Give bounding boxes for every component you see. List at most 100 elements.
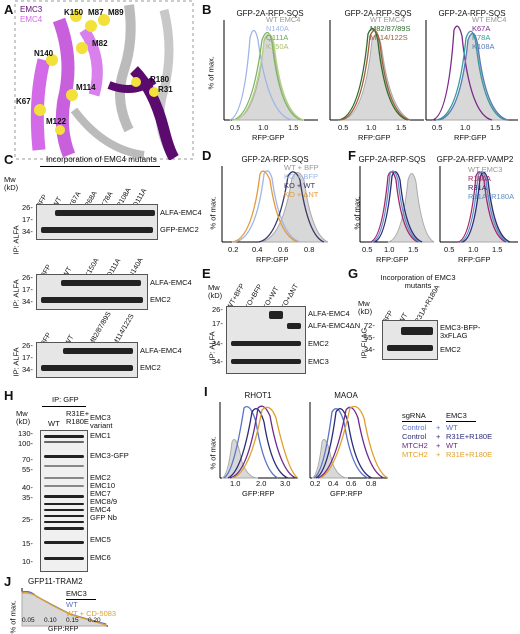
legend-entry: WT + CD-5083 xyxy=(66,609,117,618)
legend-entry: + xyxy=(436,423,441,432)
legend-entry: R31E+R180E xyxy=(446,450,493,459)
panel-label-j: J xyxy=(4,574,12,589)
western-blot xyxy=(36,204,158,240)
residue-label: K150 xyxy=(64,8,84,17)
band-label: ALFA-EMC4 xyxy=(160,208,202,217)
legend-entry: M82/87/89S xyxy=(370,24,411,33)
histogram-f xyxy=(359,166,518,243)
residue-label: M82 xyxy=(92,39,108,48)
residue-label: M122 xyxy=(46,117,67,126)
tick: 2.0 xyxy=(256,479,267,488)
ip-label: IP: ALFA xyxy=(207,331,217,361)
band-label: EMC1 xyxy=(90,431,111,440)
histogram-b xyxy=(223,20,518,121)
mw-marker: 35- xyxy=(22,493,33,502)
legend-entry: WT EMC3 xyxy=(468,165,503,174)
legend-entry: KO + BFP xyxy=(284,172,318,181)
legend-entry: K108A xyxy=(472,42,495,51)
tick: 3.0 xyxy=(280,479,291,488)
band-label: EMC2 xyxy=(440,345,461,354)
legend-emc3: EMC3 xyxy=(20,5,43,14)
mw-marker: 10- xyxy=(22,557,33,566)
panel-label-d: D xyxy=(202,148,212,163)
band-label: EMC6 xyxy=(90,553,111,562)
xlabel: RFP:GFP xyxy=(252,133,285,142)
tick: 0.5 xyxy=(338,123,349,132)
legend-entry: KO + ΔNT xyxy=(284,190,319,199)
tick: 0.2 xyxy=(310,479,321,488)
tick: 1.0 xyxy=(366,123,377,132)
emc-structure-figure xyxy=(14,0,194,160)
legend-entry: Control xyxy=(402,423,427,432)
mw-marker: 26- xyxy=(22,273,33,282)
legend-emc4: EMC4 xyxy=(20,15,43,24)
legend-entry: KO + WT xyxy=(284,181,316,190)
gel-image xyxy=(40,430,88,572)
lane-label: R31A+R180A xyxy=(413,284,442,325)
tick: 0.4 xyxy=(252,245,263,254)
western-blot xyxy=(226,306,306,374)
tick: 0.6 xyxy=(346,479,357,488)
ylabel: % of max. xyxy=(8,600,18,634)
western-blot xyxy=(382,320,438,360)
mw-marker: 72- xyxy=(364,321,375,330)
mw-marker: 26- xyxy=(22,203,33,212)
plot-title: GFP11-TRAM2 xyxy=(28,577,83,586)
tick: 1.0 xyxy=(230,479,241,488)
western-blot xyxy=(36,342,138,378)
legend-entry: + xyxy=(436,441,441,450)
legend-entry: M114/122S xyxy=(370,33,408,42)
band-label: EMC7 xyxy=(90,489,111,498)
tick: 1.0 xyxy=(460,123,471,132)
band-label: EMC10 xyxy=(90,481,116,490)
header-rule xyxy=(42,406,86,407)
band-label: EMC3 xyxy=(308,357,329,366)
variant-label: EMC3 variant xyxy=(90,413,113,430)
band-label: EMC2 xyxy=(140,363,161,372)
band-label: ALFA-EMC4 xyxy=(140,346,182,355)
tick: 0.4 xyxy=(328,479,339,488)
ylabel: % of max. xyxy=(208,436,218,470)
mw-marker: 70- xyxy=(22,455,33,464)
tick: 0.5 xyxy=(432,123,443,132)
mw-marker: 25- xyxy=(22,515,33,524)
lane-label: R31E+ R180E xyxy=(66,409,90,426)
blot-header: Incorporation of EMC3 mutants xyxy=(380,273,456,290)
plot-title: RHOT1 xyxy=(244,391,272,400)
histogram-i xyxy=(219,402,389,479)
ylabel: % of max. xyxy=(208,196,218,230)
tick: 1.5 xyxy=(492,245,503,254)
mw-marker: 26- xyxy=(22,341,33,350)
band-label: EMC3-GFP xyxy=(90,451,129,460)
panel-label-e: E xyxy=(202,266,211,281)
mw-marker: 55- xyxy=(22,465,33,474)
plot-title: GFP-2A-RFP-SQS xyxy=(344,9,412,18)
legend-entry: R180A xyxy=(468,174,491,183)
tick: 1.5 xyxy=(490,123,501,132)
tick: 0.8 xyxy=(304,245,315,254)
band-label: EMC3-BFP-3xFLAG xyxy=(440,323,481,340)
legend-entry: WT EMC4 xyxy=(472,15,507,24)
band-label: ALFA-EMC4ΔN xyxy=(308,321,361,330)
xlabel: RFP:GFP xyxy=(454,133,487,142)
plot-title: GFP-2A-RFP-VAMP2 xyxy=(436,155,514,164)
band-label: EMC2 xyxy=(90,473,111,482)
xlabel: RFP:GFP xyxy=(376,255,409,264)
ip-label: IP: ALFA xyxy=(11,347,21,377)
tick: 1.5 xyxy=(396,123,407,132)
legend-entry: WT xyxy=(66,600,78,609)
ylabel: % of max. xyxy=(206,56,216,90)
panel-label-g: G xyxy=(348,266,359,281)
legend-entry: R31A+R180A xyxy=(468,192,515,201)
residue-label: N140 xyxy=(34,49,54,58)
tick: 1.0 xyxy=(468,245,479,254)
tick: 0.8 xyxy=(366,479,377,488)
legend-entry: K150A xyxy=(266,42,289,51)
legend-entry: + xyxy=(436,432,441,441)
mw-marker: 17- xyxy=(22,353,33,362)
mw-marker: 34- xyxy=(212,339,223,348)
tick: 0.15 xyxy=(66,617,79,624)
panel-label-c: C xyxy=(4,152,14,167)
mw-marker: 34- xyxy=(22,297,33,306)
legend-entry: WT + BFP xyxy=(284,163,319,172)
